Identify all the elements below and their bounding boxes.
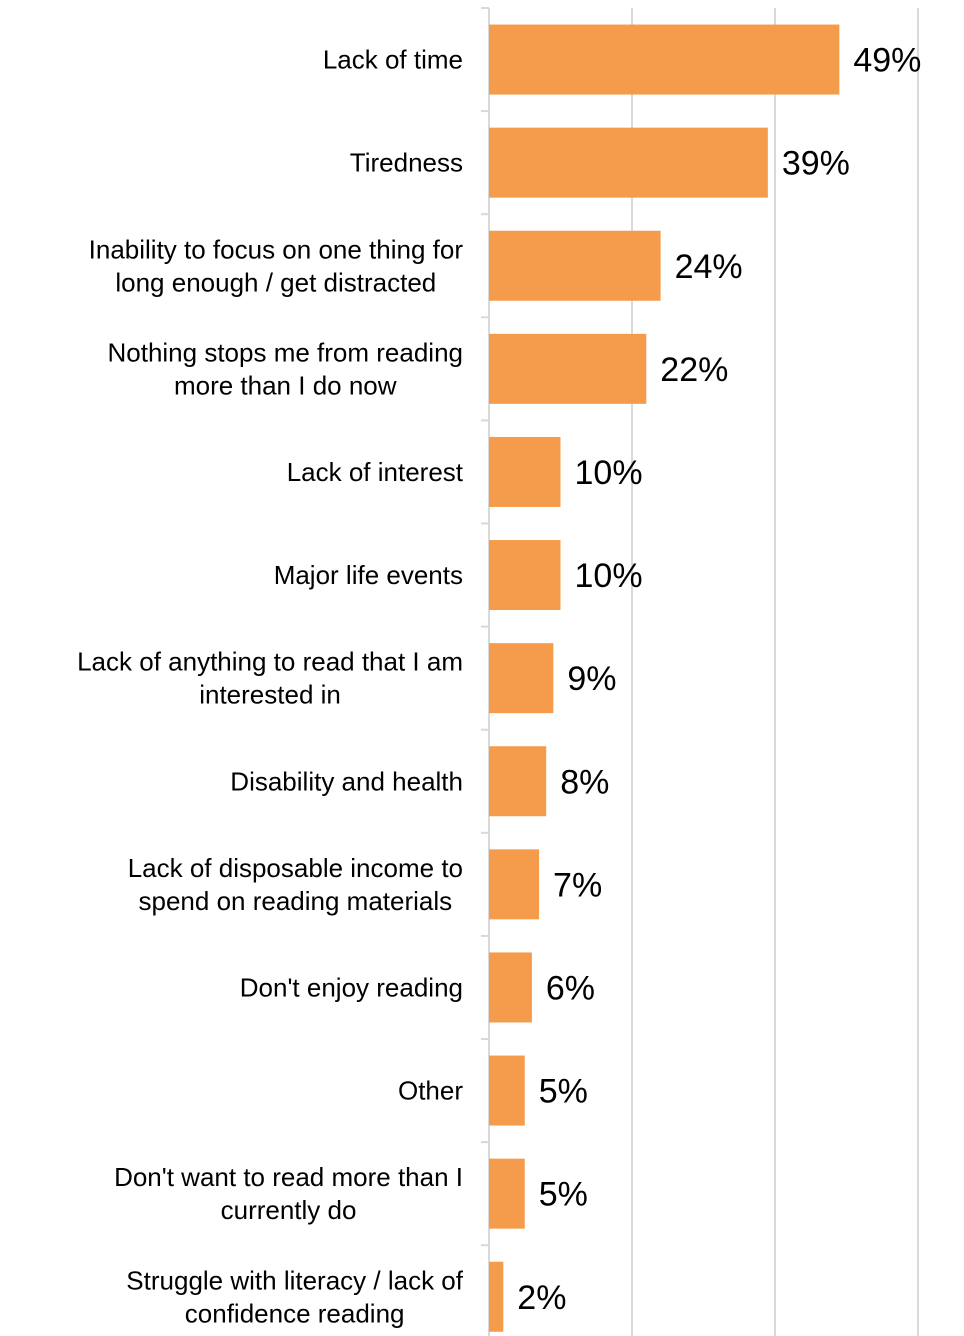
category-label: Major life events (274, 560, 463, 590)
data-label: 10% (575, 454, 643, 492)
bar (489, 1158, 525, 1229)
category-label: Lack of interest (287, 457, 464, 487)
category-label-line: Lack of time (323, 45, 463, 75)
category-label-line: interested in (199, 680, 341, 710)
category-label-line: confidence reading (185, 1298, 405, 1328)
category-label-line: Don't want to read more than I (114, 1162, 463, 1192)
bar (489, 746, 547, 817)
data-label: 49% (853, 42, 921, 80)
bars (489, 24, 840, 1332)
category-label-line: Struggle with literacy / lack of (126, 1265, 463, 1295)
data-label: 2% (517, 1279, 566, 1317)
category-axis (481, 7, 490, 1336)
category-label-line: Lack of disposable income to (128, 853, 463, 883)
category-labels: Lack of time Tiredness Inability to focus … (77, 45, 464, 1329)
category-label-line: Nothing stops me from reading (107, 337, 463, 367)
bar (489, 849, 540, 920)
category-label-line: Don't enjoy reading (240, 972, 463, 1002)
bar (489, 540, 561, 611)
category-label: Don't enjoy reading (240, 972, 463, 1002)
category-label-line: Inability to focus on one thing for (89, 234, 464, 264)
gridlines (631, 8, 919, 1336)
bar (489, 952, 532, 1023)
bar (489, 230, 661, 301)
data-labels: 49% 39% 24% 22% 10% 10% 9% 8% 7% 6% 5% 5% 2% (517, 42, 921, 1317)
data-label: 5% (539, 1073, 588, 1111)
bar (489, 24, 840, 95)
category-label: Disability and health (230, 766, 463, 796)
data-label: 8% (560, 763, 609, 801)
category-label-line: currently do (221, 1195, 357, 1225)
category-label: Struggle with literacy / lack of confiden… (126, 1265, 463, 1328)
category-label-line: more than I do now (174, 370, 397, 400)
category-label: Lack of time (323, 45, 463, 75)
category-label-line: spend on reading materials (139, 886, 453, 916)
data-label: 5% (539, 1176, 588, 1214)
bar (489, 333, 647, 404)
category-label-line: Major life events (274, 560, 463, 590)
category-label: Inability to focus on one thing for long … (89, 234, 464, 297)
bar (489, 643, 554, 714)
category-label-line: Disability and health (230, 766, 463, 796)
data-label: 7% (553, 866, 602, 904)
category-label: Tiredness (350, 148, 463, 178)
category-label: Nothing stops me from reading more than I… (107, 337, 463, 400)
data-label: 9% (567, 660, 616, 698)
category-label-line: Lack of interest (287, 457, 464, 487)
category-label-line: Tiredness (350, 148, 463, 178)
category-label: Lack of disposable income to spend on rea… (128, 853, 463, 916)
data-label: 24% (675, 248, 743, 286)
bar (489, 127, 768, 198)
bar (489, 1055, 525, 1126)
data-label: 22% (660, 351, 728, 389)
data-label: 6% (546, 969, 595, 1007)
category-label: Other (398, 1076, 463, 1106)
bar (489, 436, 561, 507)
category-label-line: Other (398, 1076, 463, 1106)
data-label: 10% (575, 557, 643, 595)
category-label-line: Lack of anything to read that I am (77, 647, 463, 677)
category-label: Lack of anything to read that I am intere… (77, 647, 463, 710)
bar (489, 1261, 504, 1332)
data-label: 39% (782, 145, 850, 183)
category-label-line: long enough / get distracted (115, 267, 436, 297)
